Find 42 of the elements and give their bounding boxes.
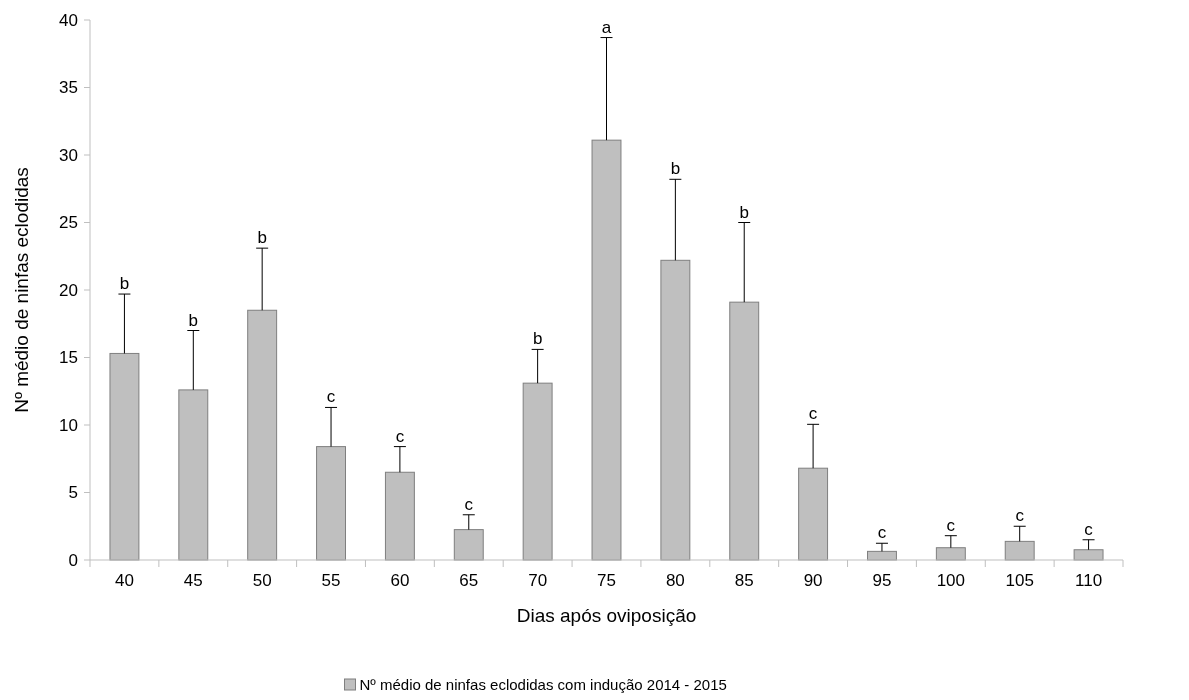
y-tick-label: 20	[59, 280, 78, 300]
annotation: b	[532, 329, 543, 349]
annotation: c	[395, 426, 405, 446]
x-tick-label: 90	[803, 571, 823, 590]
annotation: b	[257, 228, 267, 248]
y-tick-label: 25	[59, 213, 78, 233]
x-tick-label: 105	[1005, 571, 1034, 590]
annotation: b	[739, 202, 749, 222]
y-tick-label: 10	[59, 415, 78, 435]
y-tick-label: 0	[68, 550, 78, 570]
x-tick-label: 85	[734, 571, 754, 590]
x-tick-label: 60	[390, 571, 410, 590]
annotation: c	[877, 523, 887, 543]
x-tick-label: 70	[528, 571, 548, 590]
annotation: c	[1015, 506, 1025, 526]
x-axis-title: Dias após oviposição	[516, 605, 697, 626]
x-tick-label: 100	[936, 571, 966, 590]
annotation: b	[119, 274, 130, 294]
annotation: b	[188, 310, 199, 330]
annotation: c	[946, 515, 956, 535]
y-tick-label: 30	[59, 145, 78, 165]
annotation: c	[808, 404, 818, 424]
legend-label: Nº médio de ninfas eclodidas com indução 2014 - 2015	[359, 676, 727, 693]
y-tick-label: 5	[68, 483, 78, 503]
annotation: a	[601, 17, 612, 37]
y-tick-label: 15	[59, 348, 78, 368]
x-tick-label: 55	[321, 571, 341, 590]
annotation: c	[326, 387, 336, 407]
x-tick-label: 50	[252, 571, 272, 590]
x-tick-label: 65	[459, 571, 479, 590]
annotation: c	[464, 494, 474, 514]
y-axis-title: Nº médio de ninfas eclodidas	[11, 167, 32, 413]
annotation: c	[1084, 519, 1094, 539]
annotation: b	[670, 159, 681, 179]
x-tick-label: 110	[1075, 571, 1103, 590]
x-tick-label: 75	[597, 571, 616, 590]
x-tick-label: 80	[665, 571, 685, 590]
x-tick-label: 40	[114, 571, 134, 590]
x-tick-label: 95	[872, 571, 892, 590]
y-tick-label: 40	[59, 10, 78, 30]
x-tick-label: 45	[183, 571, 203, 590]
y-tick-label: 35	[59, 78, 78, 98]
